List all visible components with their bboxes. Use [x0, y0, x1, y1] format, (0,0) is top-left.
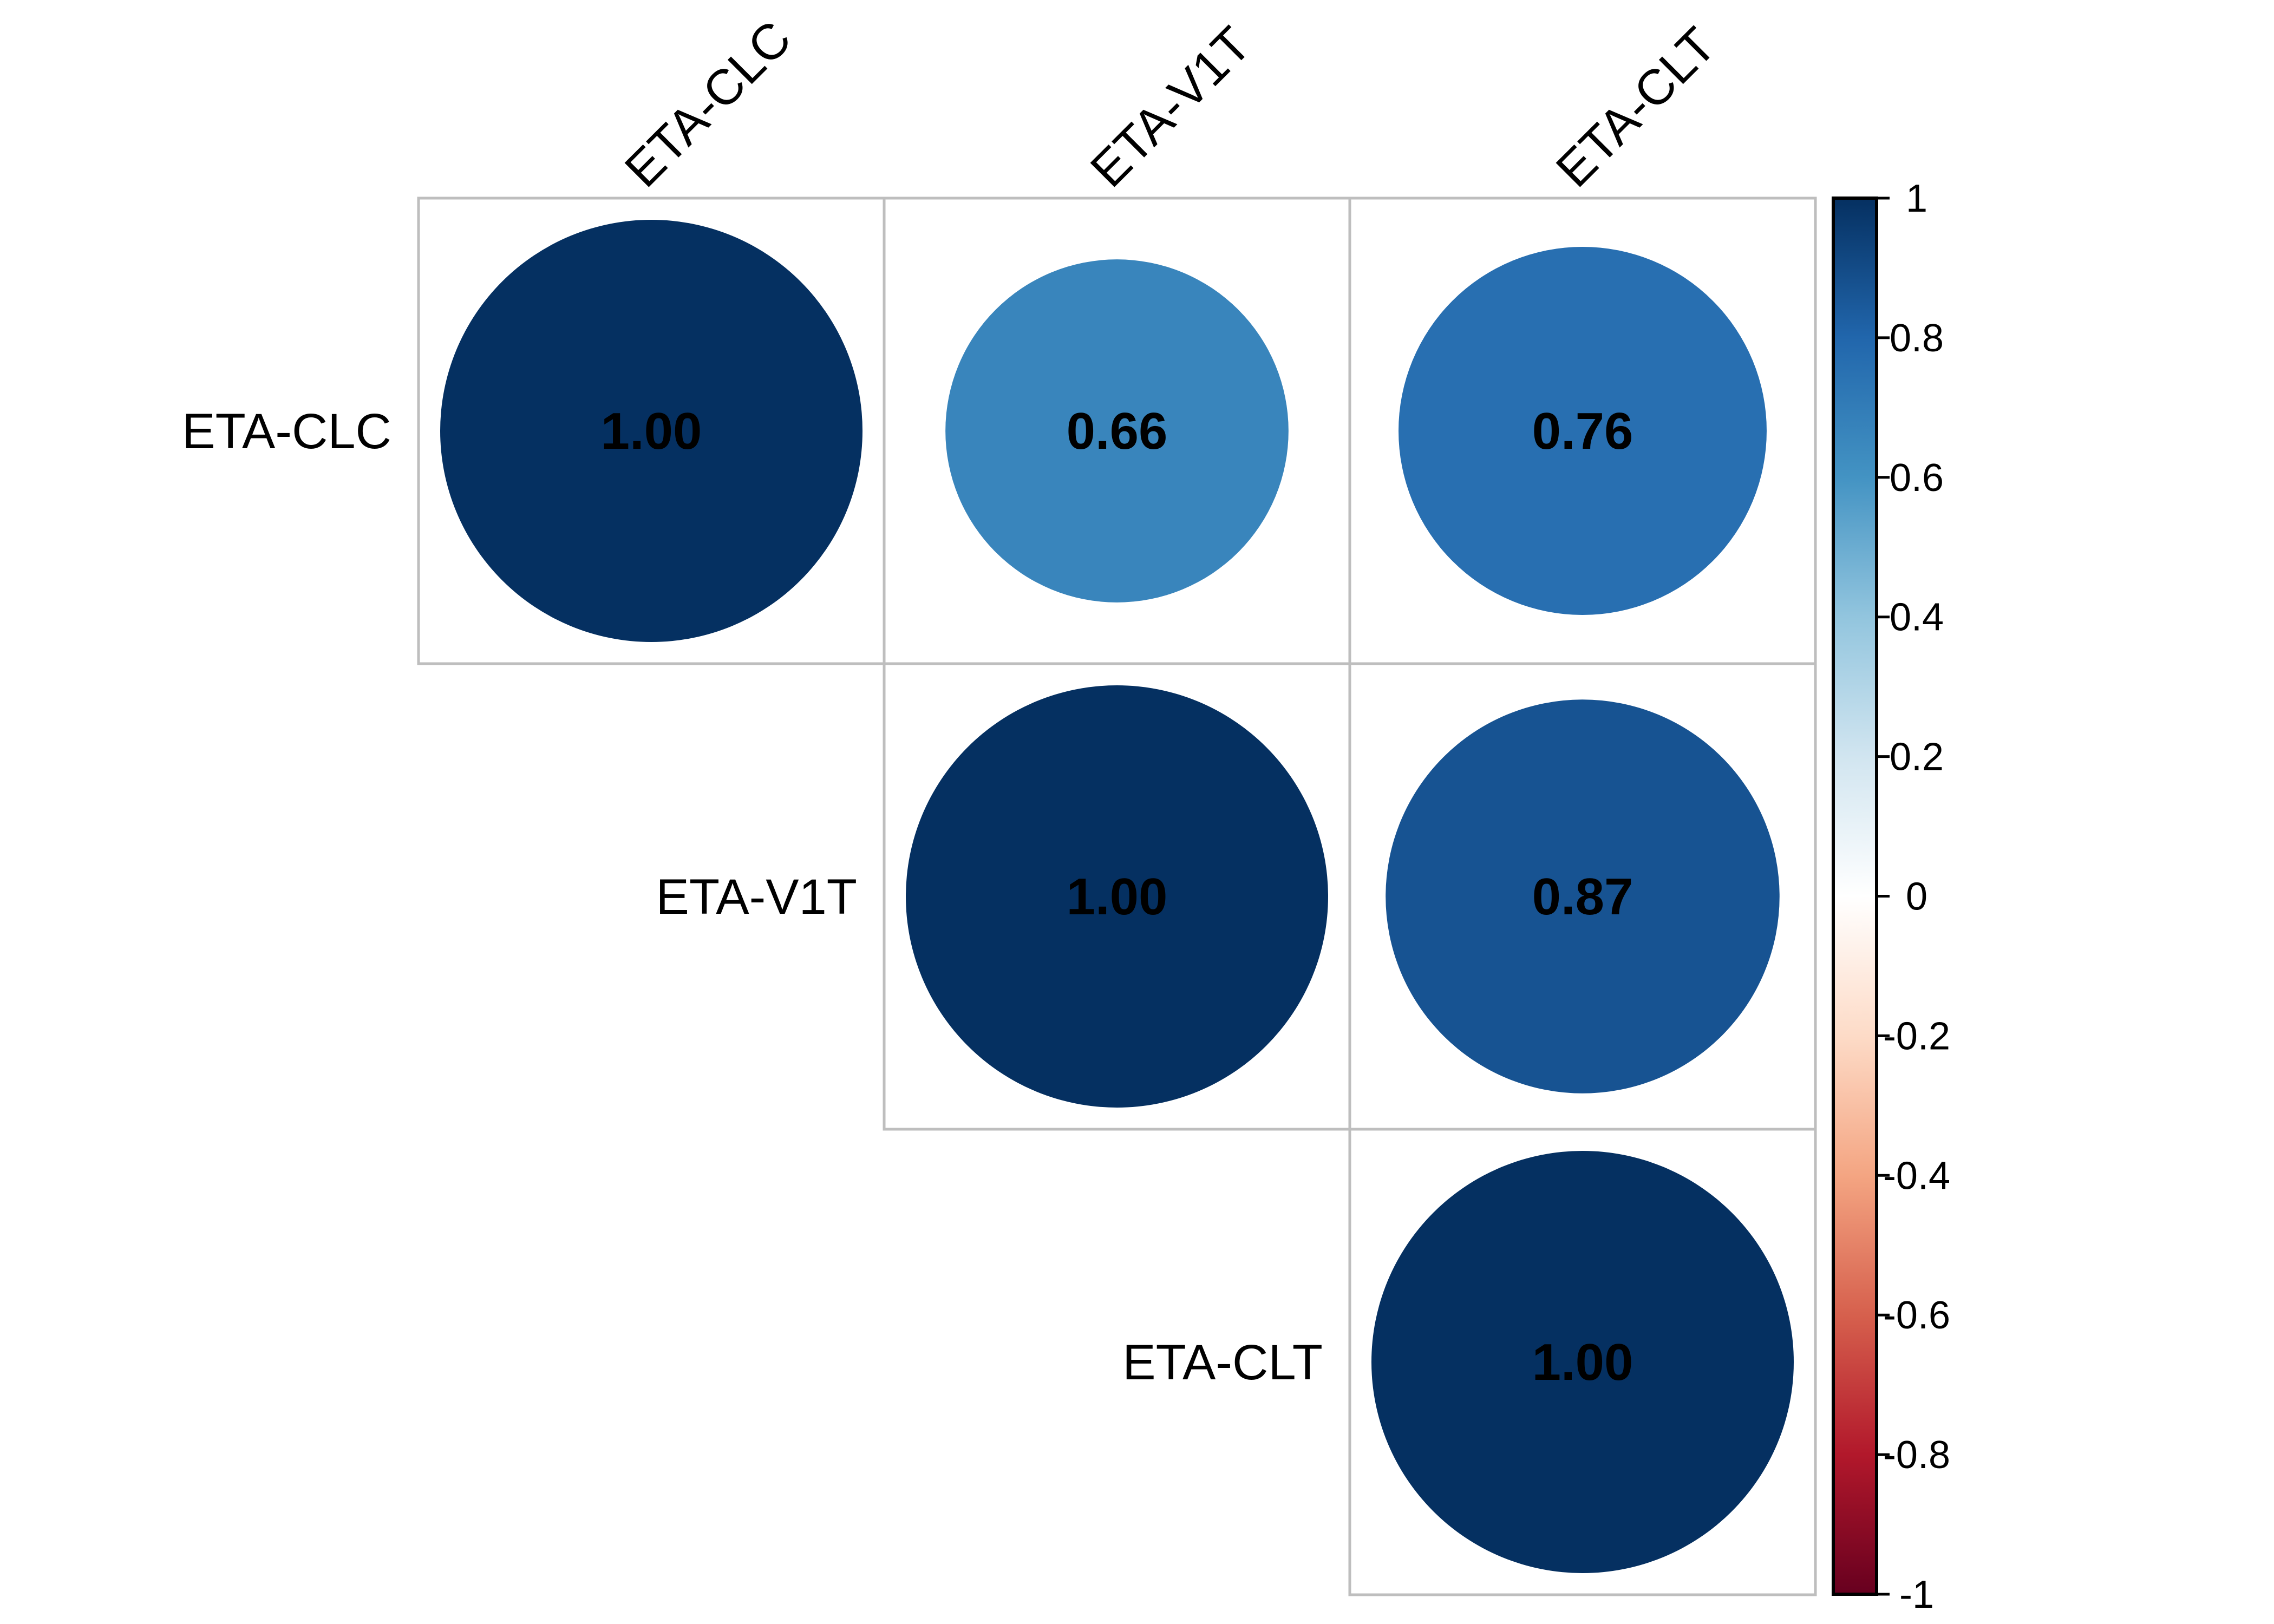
- correlation-value-label: 1.00: [601, 402, 702, 460]
- colorbar: 1 0.8 0.6 0.4 0.2 0 -0.2 -0.4 -0.6 -0.8 -1: [1832, 177, 1950, 1616]
- grid-cell: [1348, 1128, 1817, 1596]
- column-label: ETA-V1T: [1080, 16, 1262, 198]
- correlation-value-label: 0.87: [1532, 868, 1633, 926]
- colorbar-tick-label: -0.4: [1883, 1154, 1950, 1197]
- correlation-circle: [906, 685, 1328, 1108]
- row-label: ETA-CLT: [1122, 1335, 1323, 1390]
- colorbar-tick-label: -0.8: [1883, 1433, 1950, 1477]
- row-label: ETA-V1T: [656, 869, 857, 925]
- colorbar-gradient: [1832, 197, 1878, 1596]
- colorbar-tick-label: -0.6: [1883, 1294, 1950, 1337]
- correlation-circle: [1371, 1151, 1794, 1573]
- colorbar-tick-label: 0.4: [1890, 596, 1944, 639]
- correlation-circle: [1399, 247, 1767, 615]
- colorbar-tick-label: 0.6: [1890, 456, 1944, 500]
- colorbar-tick-label: -1: [1899, 1573, 1934, 1616]
- column-label: ETA-CLT: [1546, 17, 1727, 198]
- correlation-circle: [945, 259, 1289, 603]
- correlation-value-label: 0.76: [1532, 402, 1633, 460]
- colorbar-tick-label: 1: [1906, 177, 1927, 220]
- colorbar-tick-label: 0: [1906, 875, 1927, 919]
- correlation-circle: [1386, 699, 1780, 1093]
- correlation-value-label: 1.00: [1532, 1333, 1633, 1391]
- correlation-value-label: 1.00: [1067, 868, 1168, 926]
- colorbar-tick-label: -0.2: [1883, 1014, 1950, 1058]
- correlation-value-label: 0.66: [1067, 402, 1168, 460]
- colorbar-tick-label: 0.8: [1890, 317, 1944, 360]
- correlation-circle: [440, 220, 862, 642]
- column-label: ETA-CLC: [615, 11, 802, 198]
- colorbar-tick-label: 0.2: [1890, 736, 1944, 779]
- row-label: ETA-CLC: [182, 404, 391, 459]
